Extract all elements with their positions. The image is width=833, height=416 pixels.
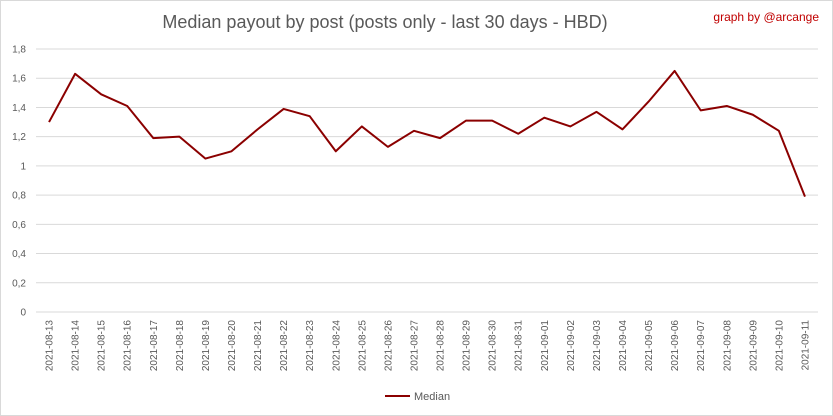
x-tick-label: 2021-08-21	[253, 320, 264, 372]
x-tick-label: 2021-08-22	[279, 320, 290, 372]
x-tick-label: 2021-08-14	[71, 320, 82, 372]
x-tick-label: 2021-08-30	[488, 320, 499, 372]
y-axis-ticks: 0 0,2 0,4 0,6 0,8 1 1,2 1,4 1,6 1,8	[12, 45, 26, 319]
x-tick-label: 2021-08-15	[97, 320, 108, 372]
x-tick-label: 2021-08-27	[409, 320, 420, 372]
x-tick-label: 2021-08-16	[123, 320, 134, 372]
x-tick-label: 2021-08-19	[201, 320, 212, 372]
series-group	[48, 69, 806, 197]
legend: Median	[385, 391, 450, 403]
x-tick-label: 2021-09-11	[800, 320, 811, 371]
x-tick-label: 2021-08-29	[462, 320, 473, 372]
x-tick-label: 2021-09-07	[696, 320, 707, 372]
x-tick-label: 2021-08-23	[305, 320, 316, 372]
y-tick-label: 0,2	[12, 278, 26, 289]
x-tick-label: 2021-08-25	[357, 320, 368, 372]
x-tick-label: 2021-09-06	[670, 320, 681, 372]
y-tick-label: 1,8	[12, 45, 26, 56]
x-tick-label: 2021-08-31	[514, 320, 525, 372]
y-tick-label: 0	[20, 308, 26, 319]
x-tick-label: 2021-09-04	[618, 320, 629, 372]
gridlines	[36, 48, 818, 313]
x-tick-label: 2021-09-02	[566, 320, 577, 372]
x-tick-label: 2021-09-10	[774, 320, 785, 372]
x-tick-label: 2021-08-28	[436, 320, 447, 372]
x-tick-label: 2021-08-26	[383, 320, 394, 372]
chart-credit: graph by @arcange	[713, 10, 819, 24]
x-tick-label: 2021-08-18	[175, 320, 186, 372]
x-tick-label: 2021-08-17	[149, 320, 160, 372]
x-tick-label: 2021-09-08	[722, 320, 733, 372]
y-tick-label: 0,4	[12, 249, 26, 260]
series-line-median	[48, 69, 806, 197]
y-tick-label: 1,2	[12, 132, 26, 143]
legend-label: Median	[414, 391, 450, 403]
x-tick-label: 2021-08-20	[227, 320, 238, 372]
y-tick-label: 1,6	[12, 74, 26, 85]
x-tick-label: 2021-09-03	[592, 320, 603, 372]
x-tick-label: 2021-09-01	[540, 320, 551, 372]
y-tick-label: 0,6	[12, 220, 26, 231]
chart-title: Median payout by post (posts only - last…	[162, 12, 608, 32]
x-axis-ticks: 2021-08-13 2021-08-14 2021-08-15 2021-08-16…	[45, 320, 812, 372]
x-tick-label: 2021-09-05	[644, 320, 655, 372]
y-tick-label: 1,4	[12, 103, 26, 114]
y-tick-label: 1	[20, 161, 26, 172]
x-tick-label: 2021-09-09	[748, 320, 759, 372]
y-tick-label: 0,8	[12, 191, 26, 202]
x-tick-label: 2021-08-13	[45, 320, 56, 372]
x-tick-label: 2021-08-24	[331, 320, 342, 372]
